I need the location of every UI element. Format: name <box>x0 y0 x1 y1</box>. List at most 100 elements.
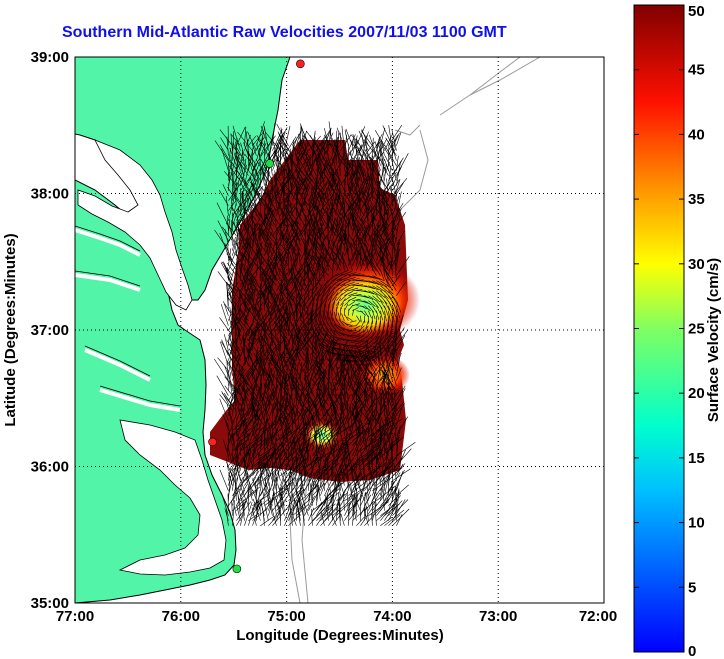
velocity-vector <box>396 155 399 171</box>
velocity-vector <box>394 246 397 271</box>
velocity-vector <box>276 187 279 201</box>
velocity-vector <box>324 132 334 151</box>
velocity-vector <box>340 359 343 376</box>
velocity-vector <box>302 497 309 516</box>
velocity-vector <box>328 277 338 286</box>
velocity-vector <box>272 477 276 501</box>
velocity-vector <box>257 139 269 156</box>
velocity-vector <box>264 323 267 336</box>
velocity-vector <box>277 452 285 476</box>
velocity-vector <box>276 397 279 421</box>
velocity-vector <box>260 373 262 386</box>
velocity-vector <box>221 392 237 411</box>
velocity-vector <box>392 295 399 307</box>
velocity-vector <box>316 289 322 301</box>
velocity-vector <box>376 295 384 304</box>
velocity-vector <box>256 506 258 521</box>
velocity-vector <box>339 502 341 521</box>
velocity-vector <box>386 360 393 381</box>
velocity-vector <box>344 281 355 286</box>
velocity-vector <box>277 251 285 266</box>
velocity-vector <box>254 307 265 326</box>
velocity-vector <box>244 269 249 291</box>
velocity-vector <box>221 148 229 171</box>
velocity-vector <box>320 206 328 221</box>
velocity-vector <box>299 167 313 186</box>
velocity-vector <box>260 325 277 346</box>
velocity-vector <box>330 340 341 346</box>
velocity-vector <box>385 137 397 156</box>
velocity-vector <box>347 245 349 261</box>
velocity-vector <box>273 491 281 516</box>
velocity-vector <box>320 344 325 366</box>
velocity-vector <box>318 153 329 176</box>
velocity-vector <box>240 465 250 476</box>
velocity-vector <box>277 348 285 371</box>
velocity-vector <box>249 176 257 201</box>
velocity-vector <box>348 287 359 291</box>
velocity-vector <box>236 182 239 196</box>
velocity-vector <box>241 273 253 296</box>
velocity-vector <box>381 384 385 406</box>
velocity-vector <box>340 225 344 251</box>
velocity-vector <box>248 455 267 471</box>
velocity-vector <box>244 158 247 171</box>
velocity-vector <box>296 503 301 526</box>
velocity-vector <box>262 461 269 476</box>
velocity-vector <box>276 146 280 166</box>
velocity-vector <box>328 121 333 146</box>
velocity-vector <box>308 251 321 271</box>
velocity-vector <box>302 369 309 381</box>
velocity-vector <box>368 456 371 471</box>
velocity-vector <box>297 171 309 186</box>
velocity-vector <box>289 174 293 196</box>
velocity-vector <box>379 194 381 211</box>
velocity-vector <box>241 262 249 281</box>
velocity-vector <box>244 446 248 461</box>
velocity-vector <box>276 181 281 206</box>
velocity-vector <box>376 305 381 315</box>
velocity-vector <box>296 279 303 301</box>
velocity-vector <box>304 231 311 251</box>
velocity-vector <box>353 208 365 226</box>
velocity-vector <box>379 413 385 426</box>
velocity-vector <box>376 509 390 521</box>
velocity-vector <box>268 369 273 391</box>
velocity-vector <box>256 355 261 371</box>
velocity-vector <box>273 297 285 321</box>
velocity-vector <box>351 386 365 406</box>
velocity-vector <box>357 145 365 166</box>
velocity-vector <box>304 222 306 236</box>
velocity-vector <box>278 492 285 516</box>
velocity-vector <box>396 367 402 381</box>
velocity-vector <box>296 410 301 436</box>
velocity-vector <box>384 473 391 486</box>
velocity-vector <box>392 166 402 186</box>
velocity-vector <box>228 360 233 376</box>
velocity-vector <box>265 438 269 451</box>
velocity-vector <box>236 426 254 441</box>
velocity-vector <box>304 374 309 401</box>
velocity-vector <box>315 340 321 356</box>
velocity-vector <box>314 154 321 171</box>
velocity-vector <box>336 372 345 391</box>
velocity-vector <box>384 259 394 271</box>
velocity-vector <box>388 418 396 441</box>
velocity-vector <box>389 206 397 231</box>
velocity-vector <box>228 467 231 481</box>
colorbar-tick-label: 45 <box>688 62 705 79</box>
velocity-vector <box>253 411 265 426</box>
velocity-vector <box>233 252 245 266</box>
velocity-vector <box>357 250 365 266</box>
velocity-vector <box>382 344 389 356</box>
velocity-vector <box>232 362 239 381</box>
velocity-vector <box>333 157 337 176</box>
velocity-vector <box>324 458 326 481</box>
velocity-vector <box>372 449 381 471</box>
velocity-vector <box>340 212 349 226</box>
velocity-vector <box>358 189 361 216</box>
velocity-vector <box>374 320 377 330</box>
velocity-vector <box>396 425 401 451</box>
velocity-vector <box>332 505 345 516</box>
velocity-vector <box>283 265 289 291</box>
